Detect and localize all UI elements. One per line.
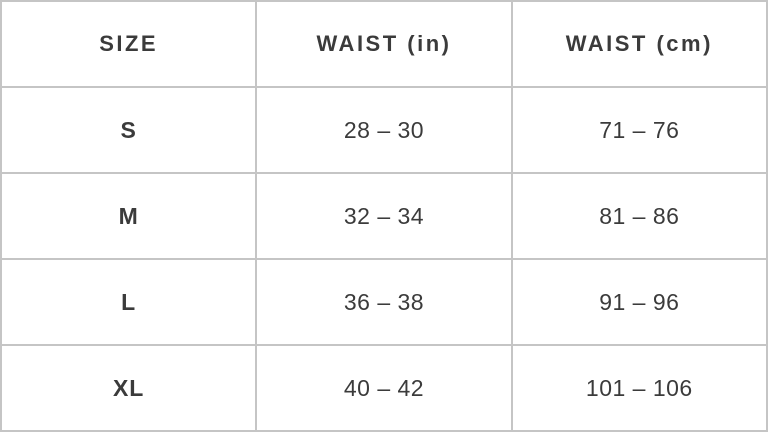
size-cell-s: S	[0, 86, 258, 174]
waist-cm-cell-xl: 101 – 106	[510, 344, 768, 432]
size-cell-m: M	[0, 172, 258, 260]
table-row: L 36 – 38 91 – 96	[0, 258, 768, 346]
column-header-waist-in: WAIST (in)	[255, 0, 513, 88]
waist-in-cell-m: 32 – 34	[255, 172, 513, 260]
waist-in-cell-s: 28 – 30	[255, 86, 513, 174]
table-row: S 28 – 30 71 – 76	[0, 86, 768, 174]
column-header-size: SIZE	[0, 0, 258, 88]
waist-in-cell-l: 36 – 38	[255, 258, 513, 346]
waist-cm-cell-l: 91 – 96	[510, 258, 768, 346]
table-row: M 32 – 34 81 – 86	[0, 172, 768, 260]
size-cell-xl: XL	[0, 344, 258, 432]
waist-in-cell-xl: 40 – 42	[255, 344, 513, 432]
table-header-row: SIZE WAIST (in) WAIST (cm)	[0, 0, 768, 88]
table-row: XL 40 – 42 101 – 106	[0, 344, 768, 432]
size-cell-l: L	[0, 258, 258, 346]
waist-cm-cell-m: 81 – 86	[510, 172, 768, 260]
waist-cm-cell-s: 71 – 76	[510, 86, 768, 174]
column-header-waist-cm: WAIST (cm)	[510, 0, 768, 88]
